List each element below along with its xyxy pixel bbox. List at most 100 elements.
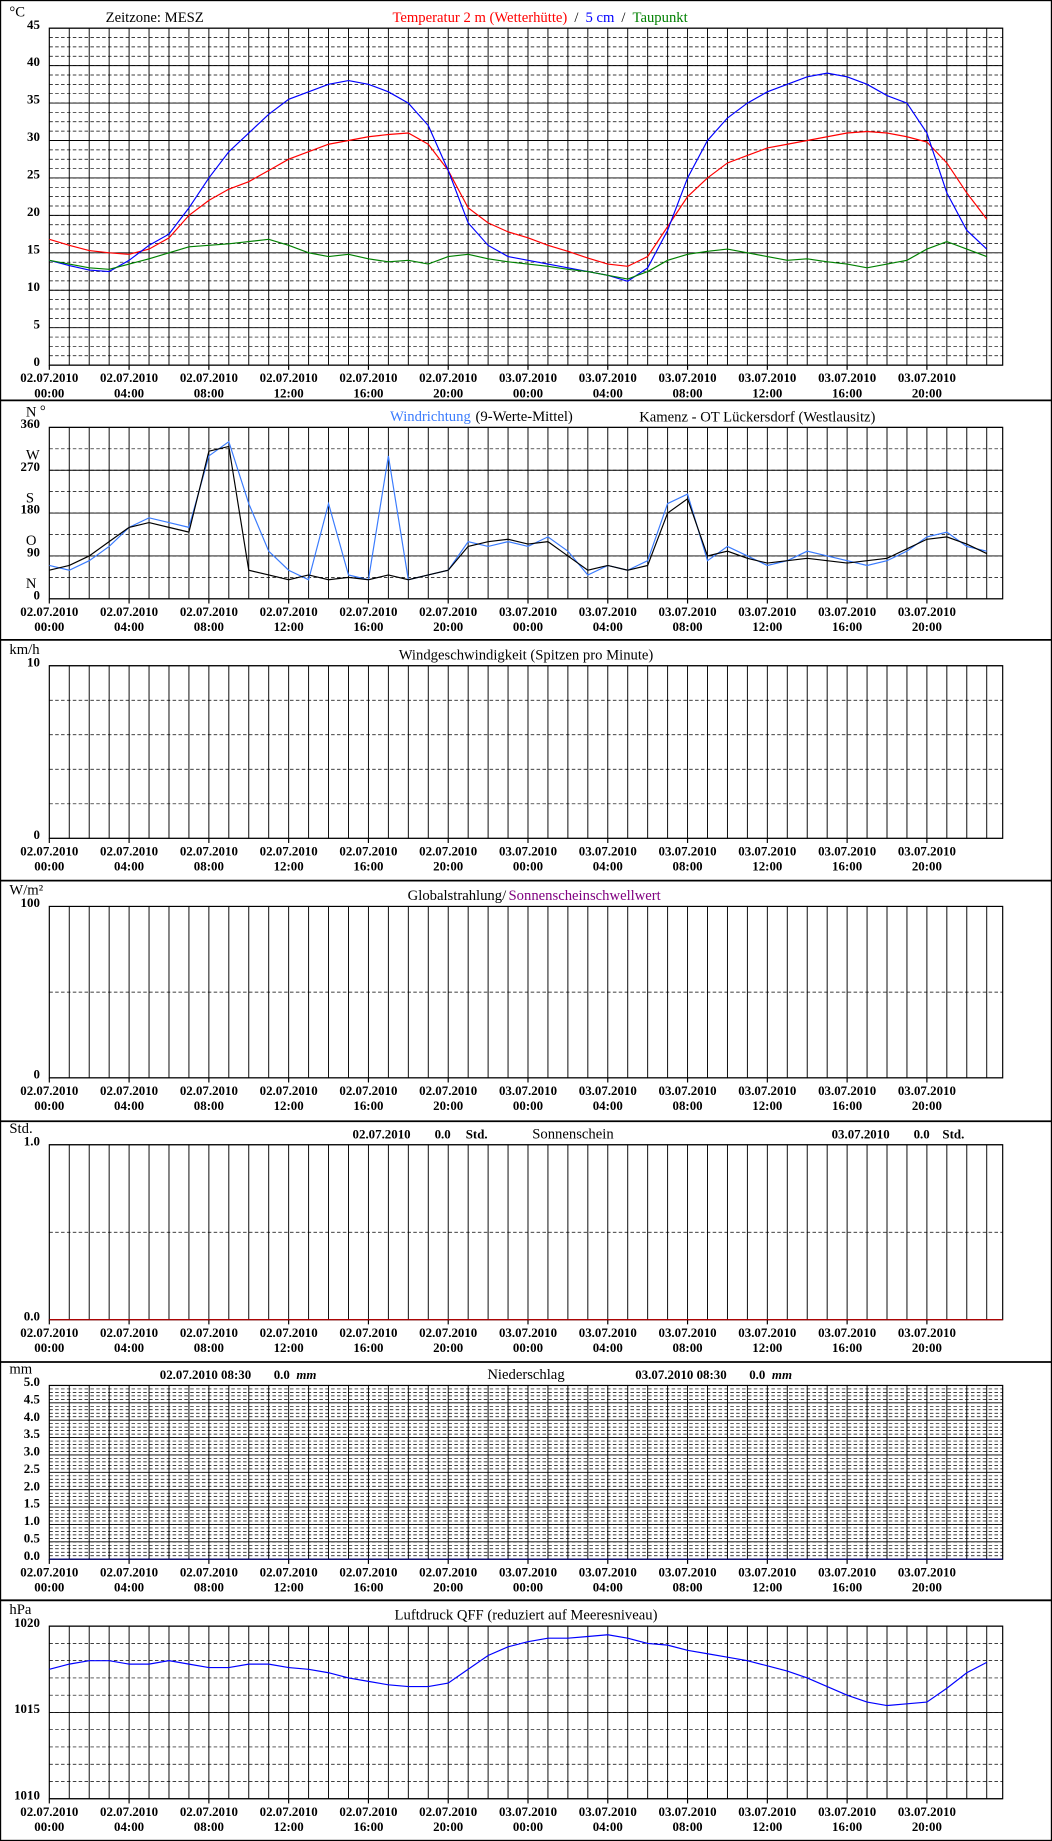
x-tick-label: 00:00 bbox=[513, 1340, 543, 1355]
y-tick-label: 1010 bbox=[14, 1787, 40, 1802]
chart-title: Luftdruck QFF (reduziert auf Meeresnivea… bbox=[395, 1608, 658, 1624]
x-tick-label: 12:00 bbox=[274, 1580, 304, 1595]
x-tick-label: 02.07.2010 bbox=[260, 1083, 318, 1098]
data-line bbox=[49, 72, 988, 282]
x-tick-label: 03.07.2010 bbox=[898, 1083, 956, 1098]
day-total-value: 0.0 bbox=[914, 1126, 930, 1141]
x-tick-label: 02.07.2010 bbox=[100, 1564, 158, 1579]
x-tick-label: 04:00 bbox=[114, 1340, 144, 1355]
y-axis-label: W/m² bbox=[9, 883, 43, 899]
x-tick-label: 03.07.2010 bbox=[659, 1083, 717, 1098]
chart-title: Globalstrahlung/Sonnenscheinschwellwert bbox=[408, 888, 661, 904]
x-tick-label: 03.07.2010 bbox=[579, 604, 637, 619]
legend-entry: 5 cm bbox=[585, 10, 614, 26]
x-tick-label: 00:00 bbox=[34, 619, 64, 634]
day-total-unit: Std. bbox=[942, 1126, 964, 1141]
x-tick-label: 16:00 bbox=[832, 1340, 862, 1355]
x-tick-label: 02.07.2010 bbox=[419, 1564, 477, 1579]
x-tick-label: 02.07.2010 bbox=[100, 1325, 158, 1340]
x-tick-label: 03.07.2010 bbox=[738, 1083, 796, 1098]
x-tick-label: 02.07.2010 bbox=[339, 1083, 397, 1098]
x-tick-label: 02.07.2010 bbox=[20, 1804, 78, 1819]
x-tick-label: 04:00 bbox=[593, 859, 623, 874]
x-tick-label: 03.07.2010 bbox=[898, 370, 956, 385]
x-tick-label: 00:00 bbox=[513, 385, 543, 400]
plot-frame bbox=[48, 27, 1004, 366]
y-axis-label: Std. bbox=[9, 1121, 32, 1137]
x-tick-label: 00:00 bbox=[513, 1580, 543, 1595]
y-tick-label: 1.0 bbox=[24, 1133, 40, 1148]
x-tick-label: 03.07.2010 bbox=[818, 1804, 876, 1819]
title-text: Sonnenschein bbox=[532, 1127, 614, 1143]
x-tick-label: 03.07.2010 bbox=[738, 1325, 796, 1340]
x-tick-label: 02.07.2010 bbox=[180, 370, 238, 385]
day-total-value: 0.0 bbox=[274, 1367, 290, 1382]
x-tick-label: 03.07.2010 bbox=[898, 1804, 956, 1819]
x-tick-label: 20:00 bbox=[433, 1819, 463, 1834]
x-tick-label: 04:00 bbox=[114, 385, 144, 400]
y-tick-label: 30 bbox=[27, 129, 40, 144]
x-tick-label: 00:00 bbox=[513, 1819, 543, 1834]
chart-title: Sonnenschein bbox=[532, 1127, 614, 1143]
x-tick-label: 02.07.2010 bbox=[20, 1083, 78, 1098]
y-axis-label: ° bbox=[40, 403, 46, 419]
x-tick-label: 04:00 bbox=[593, 1580, 623, 1595]
x-tick-label: 16:00 bbox=[832, 859, 862, 874]
x-tick-label: 04:00 bbox=[114, 1580, 144, 1595]
x-tick-label: 03.07.2010 bbox=[659, 604, 717, 619]
y-tick-label: 4.5 bbox=[24, 1391, 40, 1406]
x-tick-label: 00:00 bbox=[34, 1340, 64, 1355]
x-tick-label: 16:00 bbox=[353, 859, 383, 874]
day-total-unit: Std. bbox=[466, 1126, 488, 1141]
x-tick-label: 03.07.2010 bbox=[499, 1325, 557, 1340]
x-tick-label: 03.07.2010 bbox=[818, 1564, 876, 1579]
x-tick-label: 02.07.2010 bbox=[20, 1325, 78, 1340]
x-tick-label: 12:00 bbox=[274, 1340, 304, 1355]
x-tick-label: 02.07.2010 bbox=[339, 843, 397, 858]
x-tick-label: 03.07.2010 bbox=[659, 1804, 717, 1819]
y-tick-label: 0 bbox=[33, 827, 39, 842]
y-tick-label: 10 bbox=[27, 279, 40, 294]
y-tick-label: 0 bbox=[33, 587, 39, 602]
x-tick-label: 03.07.2010 bbox=[659, 1325, 717, 1340]
x-tick-label: 03.07.2010 bbox=[579, 1083, 637, 1098]
x-tick-label: 12:00 bbox=[274, 1098, 304, 1113]
x-tick-label: 08:00 bbox=[672, 1098, 702, 1113]
x-tick-label: 16:00 bbox=[353, 1098, 383, 1113]
chart-title: Niederschlag bbox=[487, 1367, 565, 1383]
x-tick-label: 08:00 bbox=[672, 619, 702, 634]
x-tick-label: 02.07.2010 bbox=[260, 604, 318, 619]
x-tick-label: 00:00 bbox=[34, 1098, 64, 1113]
y-axis-label: mm bbox=[9, 1362, 32, 1378]
plot-frame bbox=[48, 1625, 1004, 1800]
plot-frame bbox=[48, 665, 1004, 839]
x-tick-label: 02.07.2010 bbox=[419, 1325, 477, 1340]
x-tick-label: 03.07.2010 bbox=[499, 604, 557, 619]
plot-frame bbox=[48, 426, 1004, 600]
x-tick-label: 08:00 bbox=[672, 385, 702, 400]
x-tick-label: 03.07.2010 bbox=[579, 1564, 637, 1579]
y-tick-label: 2.5 bbox=[24, 1461, 40, 1476]
y-tick-label: 360 bbox=[21, 416, 40, 431]
x-tick-label: 12:00 bbox=[752, 1580, 782, 1595]
legend-entry: Windrichtung bbox=[390, 409, 471, 425]
x-tick-label: 16:00 bbox=[353, 1340, 383, 1355]
x-tick-label: 02.07.2010 bbox=[419, 1804, 477, 1819]
x-tick-label: 04:00 bbox=[114, 1098, 144, 1113]
x-tick-label: 02.07.2010 bbox=[339, 1804, 397, 1819]
day-total-unit: mm bbox=[296, 1367, 316, 1382]
y-tick-label: 4.0 bbox=[24, 1409, 40, 1424]
title-highlight: Sonnenscheinschwellwert bbox=[509, 888, 661, 904]
y-tick-label: 0 bbox=[33, 354, 39, 369]
x-tick-label: 02.07.2010 bbox=[20, 370, 78, 385]
title-text: Niederschlag bbox=[487, 1367, 565, 1383]
y-tick-label: 3.5 bbox=[24, 1426, 40, 1441]
title-text: Globalstrahlung/ bbox=[408, 888, 507, 904]
y-tick-label: 1.5 bbox=[24, 1496, 40, 1511]
title-separator: / bbox=[621, 10, 626, 26]
x-tick-label: 08:00 bbox=[194, 1819, 224, 1834]
x-tick-label: 03.07.2010 bbox=[818, 1083, 876, 1098]
x-tick-label: 00:00 bbox=[34, 1819, 64, 1834]
day-total-date: 02.07.2010 08:30 bbox=[160, 1367, 251, 1382]
